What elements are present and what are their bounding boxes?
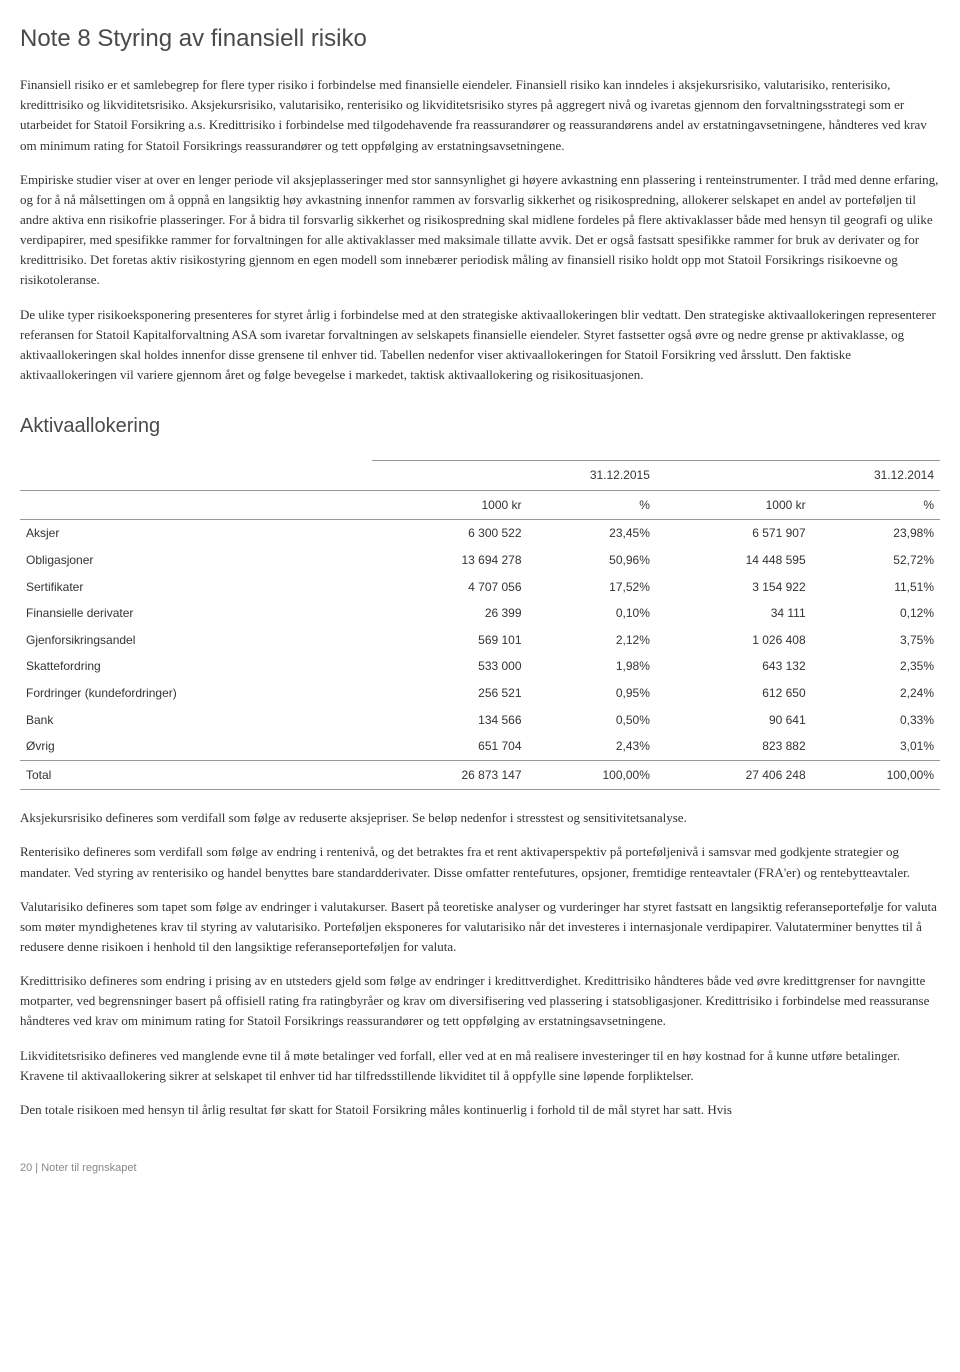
row-pct1: 17,52% (528, 574, 656, 601)
paragraph-kredittrisiko: Kredittrisiko defineres som endring i pr… (20, 971, 940, 1031)
paragraph-empirical: Empiriske studier viser at over en lenge… (20, 170, 940, 291)
row-val1: 651 704 (372, 733, 528, 760)
row-val2: 612 650 (656, 680, 812, 707)
paragraph-intro: Finansiell risiko er et samlebegrep for … (20, 75, 940, 156)
row-val2: 14 448 595 (656, 547, 812, 574)
table-row: Bank 134 566 0,50% 90 641 0,33% (20, 707, 940, 734)
row-pct2: 2,24% (812, 680, 940, 707)
paragraph-allocation-desc: De ulike typer risikoeksponering present… (20, 305, 940, 386)
row-pct1: 50,96% (528, 547, 656, 574)
table-title: Aktivaallokering (20, 411, 940, 442)
row-label: Sertifikater (20, 574, 372, 601)
period-2015: 31.12.2015 (372, 461, 656, 491)
row-val1: 13 694 278 (372, 547, 528, 574)
row-pct1: 0,95% (528, 680, 656, 707)
total-val2: 27 406 248 (656, 760, 812, 790)
row-label: Obligasjoner (20, 547, 372, 574)
row-pct1: 23,45% (528, 520, 656, 547)
row-val2: 90 641 (656, 707, 812, 734)
paragraph-totalrisiko: Den totale risikoen med hensyn til årlig… (20, 1100, 940, 1120)
page-footer: 20 | Noter til regnskapet (20, 1160, 940, 1177)
row-pct1: 0,10% (528, 600, 656, 627)
allocation-table: 31.12.2015 31.12.2014 1000 kr % 1000 kr … (20, 460, 940, 790)
row-label: Bank (20, 707, 372, 734)
note-title: Note 8 Styring av finansiell risiko (20, 20, 940, 57)
paragraph-valutarisiko: Valutarisiko defineres som tapet som føl… (20, 897, 940, 957)
row-val1: 4 707 056 (372, 574, 528, 601)
row-val1: 134 566 (372, 707, 528, 734)
table-header-pct-2: % (812, 490, 940, 520)
table-row: Aksjer 6 300 522 23,45% 6 571 907 23,98% (20, 520, 940, 547)
total-pct1: 100,00% (528, 760, 656, 790)
row-pct2: 2,35% (812, 653, 940, 680)
row-val2: 643 132 (656, 653, 812, 680)
row-val2: 3 154 922 (656, 574, 812, 601)
table-row: Gjenforsikringsandel 569 101 2,12% 1 026… (20, 627, 940, 654)
row-label: Aksjer (20, 520, 372, 547)
table-row: Skattefordring 533 000 1,98% 643 132 2,3… (20, 653, 940, 680)
table-header-empty (20, 490, 372, 520)
table-header-row: 1000 kr % 1000 kr % (20, 490, 940, 520)
paragraph-aksjekurs: Aksjekursrisiko defineres som verdifall … (20, 808, 940, 828)
row-label: Øvrig (20, 733, 372, 760)
row-val1: 6 300 522 (372, 520, 528, 547)
table-row: Øvrig 651 704 2,43% 823 882 3,01% (20, 733, 940, 760)
row-pct2: 0,12% (812, 600, 940, 627)
row-pct2: 52,72% (812, 547, 940, 574)
paragraph-likviditet: Likviditetsrisiko defineres ved manglend… (20, 1046, 940, 1086)
row-label: Fordringer (kundefordringer) (20, 680, 372, 707)
row-pct2: 0,33% (812, 707, 940, 734)
table-period-row: 31.12.2015 31.12.2014 (20, 461, 940, 491)
row-pct2: 3,01% (812, 733, 940, 760)
row-pct2: 23,98% (812, 520, 940, 547)
total-val1: 26 873 147 (372, 760, 528, 790)
row-val2: 1 026 408 (656, 627, 812, 654)
table-total-row: Total 26 873 147 100,00% 27 406 248 100,… (20, 760, 940, 790)
row-val1: 569 101 (372, 627, 528, 654)
total-label: Total (20, 760, 372, 790)
total-pct2: 100,00% (812, 760, 940, 790)
paragraph-renterisiko: Renterisiko defineres som verdifall som … (20, 842, 940, 882)
row-val1: 26 399 (372, 600, 528, 627)
row-pct1: 0,50% (528, 707, 656, 734)
table-row: Sertifikater 4 707 056 17,52% 3 154 922 … (20, 574, 940, 601)
row-pct2: 11,51% (812, 574, 940, 601)
table-header-1000kr-2: 1000 kr (656, 490, 812, 520)
table-row: Finansielle derivater 26 399 0,10% 34 11… (20, 600, 940, 627)
row-label: Finansielle derivater (20, 600, 372, 627)
row-pct2: 3,75% (812, 627, 940, 654)
table-row: Fordringer (kundefordringer) 256 521 0,9… (20, 680, 940, 707)
row-pct1: 1,98% (528, 653, 656, 680)
period-2014: 31.12.2014 (656, 461, 940, 491)
row-val2: 6 571 907 (656, 520, 812, 547)
row-val2: 34 111 (656, 600, 812, 627)
row-val1: 533 000 (372, 653, 528, 680)
row-label: Skattefordring (20, 653, 372, 680)
row-val2: 823 882 (656, 733, 812, 760)
table-header-pct-1: % (528, 490, 656, 520)
table-header-1000kr-1: 1000 kr (372, 490, 528, 520)
row-label: Gjenforsikringsandel (20, 627, 372, 654)
row-pct1: 2,43% (528, 733, 656, 760)
row-pct1: 2,12% (528, 627, 656, 654)
table-body: Aksjer 6 300 522 23,45% 6 571 907 23,98%… (20, 520, 940, 790)
row-val1: 256 521 (372, 680, 528, 707)
table-row: Obligasjoner 13 694 278 50,96% 14 448 59… (20, 547, 940, 574)
